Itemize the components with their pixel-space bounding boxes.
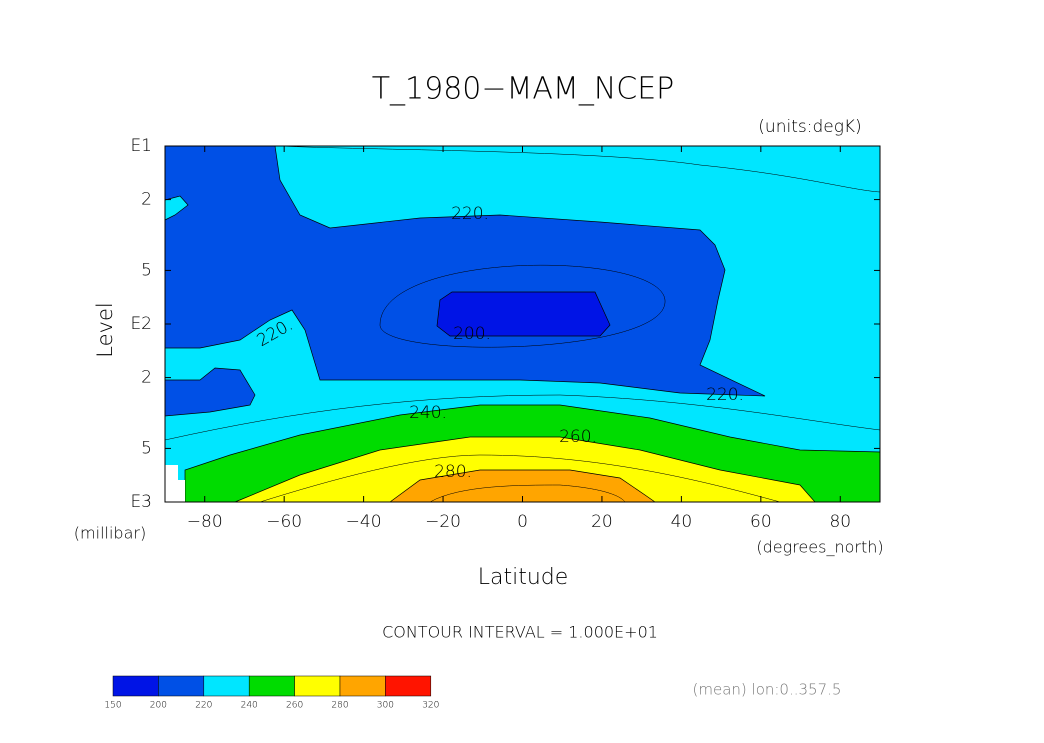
y-tick-label: E3 [130,492,152,512]
x-tick-label: 40 [671,512,693,532]
contour-label: 200. [453,324,491,344]
contour-line [259,454,781,503]
contour-interval: CONTOUR INTERVAL = 1.000E+01 [382,623,658,642]
colorbar-box [112,675,159,697]
contour-line [164,394,881,441]
colorbar-label: 240 [241,701,258,711]
contour-line [379,264,666,348]
x-axis-label: Latitude [478,565,569,590]
colorbar-box [294,675,341,697]
y-tick-label: 2 [141,190,152,210]
x-tick-label: 0 [517,512,528,532]
colorbar-label: 300 [377,701,394,711]
contour-fill [164,145,766,397]
footnote: (mean) lon:0..357.5 [693,681,842,699]
colorbar-label: 200 [150,701,167,711]
contour-fill [234,436,816,503]
y-tick-label: 5 [141,260,152,280]
y-axis-label: Level [93,302,117,357]
colorbar-box [158,675,205,697]
y-tick-label: E1 [130,136,152,156]
x-tick-label: −20 [425,512,461,532]
colorbar-box [385,675,432,697]
contour-label: 280. [434,462,472,482]
missing-data [165,465,185,502]
x-tick-label: −80 [187,512,223,532]
units-label: (units:degK) [758,117,861,137]
contour-line [429,484,626,503]
x-tick-label: 60 [750,512,772,532]
x-units-label: (degrees_north) [756,538,883,557]
contour-label: 220. [451,204,489,224]
colorbar-box [203,675,250,697]
contour-fill [436,291,611,337]
colorbar-label: 260 [286,701,303,711]
x-tick-label: −40 [346,512,382,532]
colorbar-label: 150 [104,701,121,711]
x-tick-label: −60 [266,512,302,532]
contour-fill [388,469,657,503]
x-tick-label: 80 [829,512,851,532]
contour-fill [164,367,256,417]
colorbar-label: 320 [422,701,439,711]
chart-title: T_1980−MAM_NCEP [372,72,675,107]
colorbar-box [339,675,386,697]
y-tick-label: E2 [130,314,152,334]
contour-line [279,145,881,193]
y-units-label: (millibar) [74,524,146,543]
contour-label: 260. [559,427,597,447]
x-tick-label: 20 [591,512,613,532]
contour-label: 220. [706,385,744,405]
contour-label: 240. [409,403,447,423]
y-tick-label: 2 [141,368,152,388]
colorbar-label: 220 [195,701,212,711]
y-tick-label: 5 [141,438,152,458]
colorbar-label: 280 [331,701,348,711]
colorbar-box [248,675,295,697]
